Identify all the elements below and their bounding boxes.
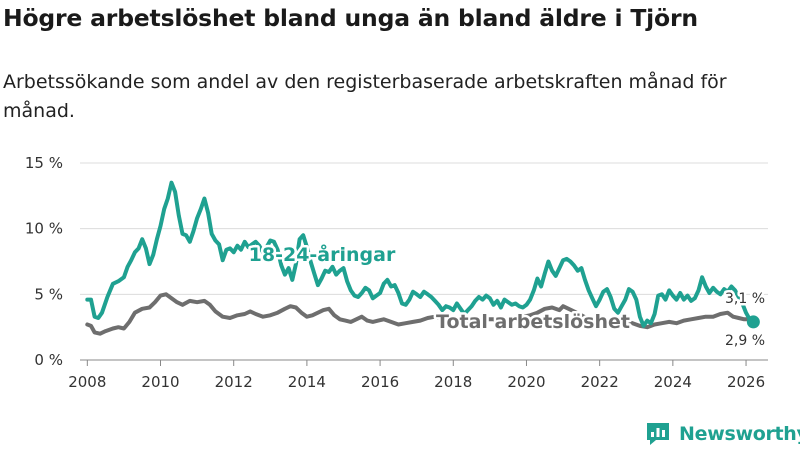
youth-series-label: 18-24-åringar: [249, 242, 396, 266]
youth-end-value-halo: 3,1 %: [725, 291, 765, 307]
end-point-marker: [746, 315, 760, 329]
total-series-label-halo: Total arbetslöshet: [436, 311, 630, 333]
x-tick-label: 2022: [581, 373, 619, 391]
x-tick-label: 2026: [727, 373, 765, 391]
total-series-label: Total arbetslöshet: [436, 311, 630, 333]
grid: [80, 162, 768, 361]
x-tick-label: 2010: [141, 373, 179, 391]
youth-series-label-halo: 18-24-åringar: [249, 242, 396, 266]
x-tick-label: 2008: [68, 373, 106, 391]
chart-title: Högre arbetslöshet bland unga än bland ä…: [3, 4, 698, 32]
x-tick-label: 2012: [215, 373, 253, 391]
newsworthy-logo[interactable]: Newsworthy: [645, 421, 800, 447]
x-tick-label: 2020: [507, 373, 545, 391]
youth-end-value: 3,1 %: [725, 291, 765, 307]
series-line-youth: [85, 180, 752, 328]
x-tick-label: 2024: [654, 373, 692, 391]
series-line-total: [85, 292, 756, 336]
newsworthy-logo-icon: [647, 423, 669, 445]
x-tick-label: 2016: [361, 373, 399, 391]
y-tick-label: 15 %: [25, 154, 63, 172]
x-axis: 2008 2010 2012 2014 2016 2018 2020 2022 2024 2026: [68, 360, 765, 391]
y-tick-label: 10 %: [25, 220, 63, 238]
y-tick-label: 5 %: [34, 285, 63, 303]
y-axis: 0 % 5 % 10 % 15 %: [25, 154, 63, 369]
newsworthy-logo-text: Newsworthy: [679, 423, 800, 445]
y-tick-label: 0 %: [34, 351, 63, 369]
chart-subtitle: Arbetssökande som andel av den registerb…: [3, 71, 727, 122]
x-tick-label: 2014: [288, 373, 326, 391]
x-tick-label: 2018: [434, 373, 472, 391]
total-end-value: 2,9 %: [725, 333, 765, 349]
series-lines: [85, 180, 760, 336]
total-end-value-halo: 2,9 %: [725, 333, 765, 349]
